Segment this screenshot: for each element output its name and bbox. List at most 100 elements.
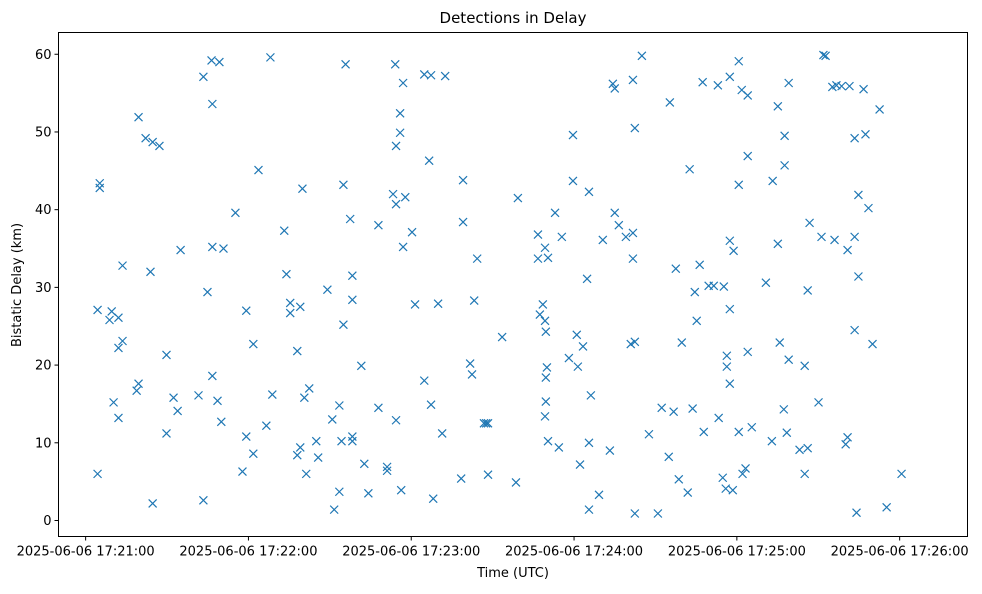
data-point-x-marker xyxy=(586,390,596,400)
data-point-x-marker xyxy=(644,429,654,439)
data-point-x-marker xyxy=(845,81,854,91)
data-point-x-marker xyxy=(382,466,392,476)
data-point-x-marker xyxy=(118,261,127,271)
data-point-x-marker xyxy=(598,235,608,245)
data-point-x-marker xyxy=(818,50,828,60)
data-point-x-marker xyxy=(653,509,663,518)
data-point-x-marker xyxy=(230,208,240,218)
data-point-x-marker xyxy=(395,128,405,138)
data-point-x-marker xyxy=(725,72,735,82)
data-point-x-marker xyxy=(95,183,105,193)
data-point-x-marker xyxy=(540,316,550,326)
data-point-x-marker xyxy=(542,362,552,372)
data-point-x-marker xyxy=(614,220,624,230)
data-point-x-marker xyxy=(334,487,344,497)
data-point-x-marker xyxy=(882,502,892,512)
data-point-x-marker xyxy=(605,446,615,455)
data-point-x-marker xyxy=(572,330,582,340)
data-point-x-marker xyxy=(390,59,400,69)
data-point-x-marker xyxy=(800,361,810,371)
data-point-x-marker xyxy=(472,254,482,264)
data-point-x-marker xyxy=(458,217,468,227)
data-point-x-marker xyxy=(584,505,594,515)
data-point-x-marker xyxy=(568,176,578,186)
data-point-x-marker xyxy=(850,232,860,242)
data-point-x-marker xyxy=(669,407,679,417)
data-point-x-marker xyxy=(853,272,863,281)
data-point-x-marker xyxy=(479,418,489,428)
data-point-x-marker xyxy=(780,160,790,170)
data-point-x-marker xyxy=(594,490,604,500)
data-point-x-marker xyxy=(779,404,789,414)
data-point-x-marker xyxy=(722,351,732,361)
data-point-x-marker xyxy=(628,254,638,264)
data-point-x-marker xyxy=(398,78,408,88)
data-point-x-marker xyxy=(741,464,750,473)
x-tick-label: 2025-06-06 17:24:00 xyxy=(505,545,643,560)
data-point-x-marker xyxy=(207,99,217,109)
data-point-x-marker xyxy=(584,438,594,448)
data-point-x-marker xyxy=(725,379,735,389)
data-point-x-marker xyxy=(734,427,744,437)
data-point-x-marker xyxy=(298,184,307,194)
data-point-x-marker xyxy=(665,98,675,107)
data-point-x-marker xyxy=(162,350,171,360)
data-point-x-marker xyxy=(864,203,873,213)
data-point-x-marker xyxy=(584,187,594,197)
data-point-x-marker xyxy=(338,320,348,330)
data-point-x-marker xyxy=(728,485,738,495)
x-tick-label: 2025-06-06 17:23:00 xyxy=(342,545,480,560)
data-point-x-marker xyxy=(198,495,208,505)
data-point-x-marker xyxy=(621,232,631,242)
data-point-x-marker xyxy=(830,235,839,245)
x-tick-label: 2025-06-06 17:26:00 xyxy=(831,545,969,560)
data-point-x-marker xyxy=(610,208,620,218)
data-point-x-marker xyxy=(713,80,723,90)
data-point-x-marker xyxy=(817,232,826,242)
data-point-x-marker xyxy=(743,151,753,161)
data-point-x-marker xyxy=(329,505,339,515)
data-point-x-marker xyxy=(543,253,553,263)
data-point-x-marker xyxy=(114,343,123,353)
data-point-x-marker xyxy=(511,477,521,487)
data-point-x-marker xyxy=(456,474,466,483)
data-point-x-marker xyxy=(800,469,810,479)
data-point-x-marker xyxy=(169,393,178,403)
data-point-x-marker xyxy=(628,75,638,85)
data-point-x-marker xyxy=(814,397,823,407)
data-point-x-marker xyxy=(198,72,208,82)
data-point-x-marker xyxy=(437,429,447,438)
data-point-x-marker xyxy=(311,436,321,446)
data-point-x-marker xyxy=(146,267,155,277)
data-point-x-marker xyxy=(540,243,550,253)
y-axis-label: Bistatic Delay (km) xyxy=(10,223,25,347)
data-point-x-marker xyxy=(718,473,728,483)
data-point-x-marker xyxy=(630,337,640,347)
data-point-x-marker xyxy=(207,56,216,65)
data-point-x-marker xyxy=(573,362,583,372)
data-point-x-marker xyxy=(327,415,337,424)
data-point-x-marker xyxy=(304,383,314,393)
data-point-x-marker xyxy=(837,81,847,91)
data-point-x-marker xyxy=(699,427,709,437)
data-point-x-marker xyxy=(214,57,224,67)
data-point-x-marker xyxy=(382,462,392,472)
data-point-x-marker xyxy=(850,325,860,335)
data-point-x-marker xyxy=(803,443,813,453)
data-point-x-marker xyxy=(630,123,640,133)
data-point-x-marker xyxy=(821,51,831,61)
data-point-x-marker xyxy=(301,469,311,479)
data-point-x-marker xyxy=(775,338,785,347)
data-point-x-marker xyxy=(213,396,222,406)
data-point-x-marker xyxy=(626,339,636,349)
data-point-x-marker xyxy=(295,302,305,312)
data-point-x-marker xyxy=(859,84,869,94)
data-point-x-marker xyxy=(853,190,863,200)
data-point-x-marker xyxy=(803,286,813,295)
data-point-x-marker xyxy=(671,264,681,274)
data-point-x-marker xyxy=(513,193,523,203)
y-axis: 0 10 20 30 40 50 60 xyxy=(35,48,59,529)
data-point-x-marker xyxy=(714,413,724,423)
data-point-x-marker xyxy=(155,141,164,151)
data-point-x-marker xyxy=(400,192,410,202)
